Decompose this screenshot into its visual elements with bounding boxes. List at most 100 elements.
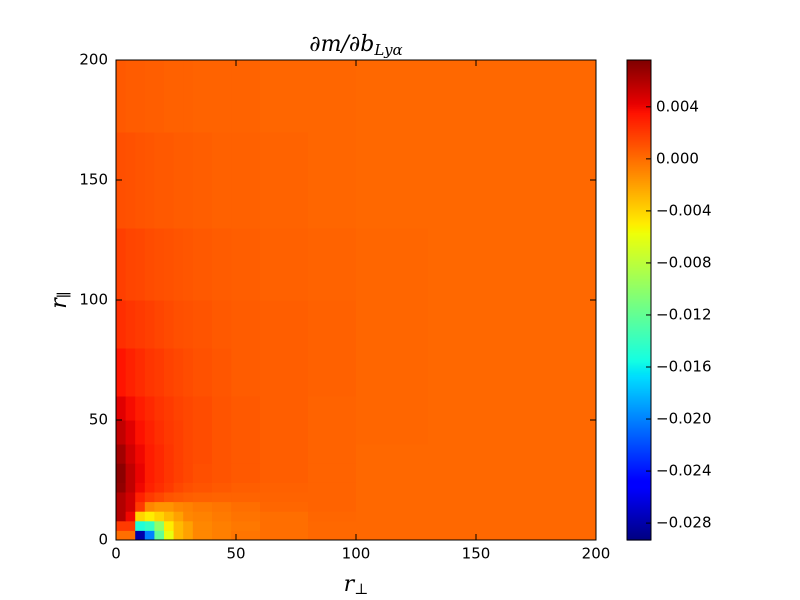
heatmap-cell (212, 444, 232, 464)
heatmap-cell (192, 501, 213, 512)
heatmap-cell (135, 60, 146, 133)
colorbar-step (627, 116, 651, 119)
heatmap-cell (125, 60, 136, 133)
colorbar-step (627, 456, 651, 459)
heatmap-cell (164, 60, 175, 133)
colorbar-step (627, 488, 651, 491)
colorbar-step (627, 340, 651, 343)
heatmap-cell (428, 60, 597, 133)
heatmap-cell (144, 463, 155, 483)
heatmap-cell (173, 482, 184, 493)
heatmap (116, 60, 597, 541)
heatmap-cell (231, 396, 261, 421)
colorbar-step (627, 300, 651, 303)
colorbar-step (627, 182, 651, 185)
colorbar-step (627, 460, 651, 463)
colorbar-step (627, 418, 651, 421)
colorbar-step (627, 236, 651, 239)
colorbar-step (627, 378, 651, 381)
colorbar-step (627, 274, 651, 277)
colorbar-step (627, 334, 651, 337)
colorbar-step (627, 472, 651, 475)
colorbar-step (627, 458, 651, 461)
colorbar-step (627, 268, 651, 271)
x-tick-label: 100 (342, 545, 371, 563)
heatmap-cell (356, 511, 429, 522)
colorbar-step (627, 254, 651, 257)
colorbar-step (627, 118, 651, 121)
colorbar-step (627, 474, 651, 477)
colorbar-step (627, 294, 651, 297)
colorbar-step (627, 90, 651, 93)
x-axis-label: r⊥ (344, 572, 369, 598)
heatmap-cell (164, 420, 175, 445)
heatmap-cell (212, 348, 232, 397)
title-subscript: Lyα (373, 41, 402, 59)
heatmap-cell (154, 132, 165, 229)
heatmap-cell (164, 463, 175, 483)
heatmap-cell (356, 530, 429, 541)
heatmap-cell (308, 396, 357, 421)
heatmap-cell (212, 60, 232, 133)
colorbar-step (627, 392, 651, 395)
heatmap-cell (356, 501, 429, 512)
colorbar-frame (626, 59, 652, 541)
colorbar-step (627, 368, 651, 371)
heatmap-cell (116, 60, 127, 133)
heatmap-cell (125, 492, 136, 503)
colorbar-step (627, 276, 651, 279)
heatmap-cell (116, 501, 127, 512)
y-tick-label: 100 (79, 291, 108, 309)
heatmap-cell (308, 300, 357, 349)
colorbar-step (627, 316, 651, 319)
heatmap-cell (231, 444, 261, 464)
y-tick-label: 200 (79, 51, 108, 69)
heatmap-cell (428, 132, 597, 229)
heatmap-cell (173, 228, 184, 301)
colorbar-step (627, 74, 651, 77)
colorbar-step (627, 304, 651, 307)
heatmap-cell (260, 492, 309, 503)
colorbar-step (627, 210, 651, 213)
heatmap-cell (428, 348, 597, 397)
colorbar-step (627, 70, 651, 73)
colorbar-step (627, 398, 651, 401)
colorbar-step (627, 172, 651, 175)
colorbar-step (627, 406, 651, 409)
colorbar-step (627, 272, 651, 275)
colorbar-step (627, 376, 651, 379)
heatmap-cell (356, 463, 429, 483)
heatmap-cell (125, 228, 136, 301)
heatmap-cell (125, 300, 136, 349)
colorbar-step (627, 314, 651, 317)
heatmap-cell (154, 420, 165, 445)
heatmap-cell (356, 396, 429, 421)
colorbar-step (627, 168, 651, 171)
heatmap-cell (212, 396, 232, 421)
heatmap-cell (164, 348, 175, 397)
colorbar-step (627, 156, 651, 159)
heatmap-cell (164, 228, 175, 301)
heatmap-cell (192, 396, 213, 421)
heatmap-cell (356, 492, 429, 503)
heatmap-cell (116, 348, 127, 397)
heatmap-cell (183, 463, 194, 483)
x-tick-label: 0 (111, 545, 121, 563)
colorbar-step (627, 360, 651, 363)
colorbar-step (627, 386, 651, 389)
heatmap-cell (164, 444, 175, 464)
heatmap-cell (356, 132, 429, 229)
heatmap-cell (231, 530, 261, 541)
colorbar-step (627, 136, 651, 139)
colorbar-step (627, 324, 651, 327)
heatmap-cell (192, 511, 213, 522)
heatmap-cell (183, 396, 194, 421)
colorbar-step (627, 444, 651, 447)
y-label-subscript: ∥ (55, 291, 73, 298)
x-tick-label: 200 (582, 545, 611, 563)
colorbar-step (627, 282, 651, 285)
colorbar-step (627, 538, 651, 541)
colorbar-step (627, 226, 651, 229)
y-label-main: r (47, 297, 72, 309)
colorbar-step (627, 92, 651, 95)
